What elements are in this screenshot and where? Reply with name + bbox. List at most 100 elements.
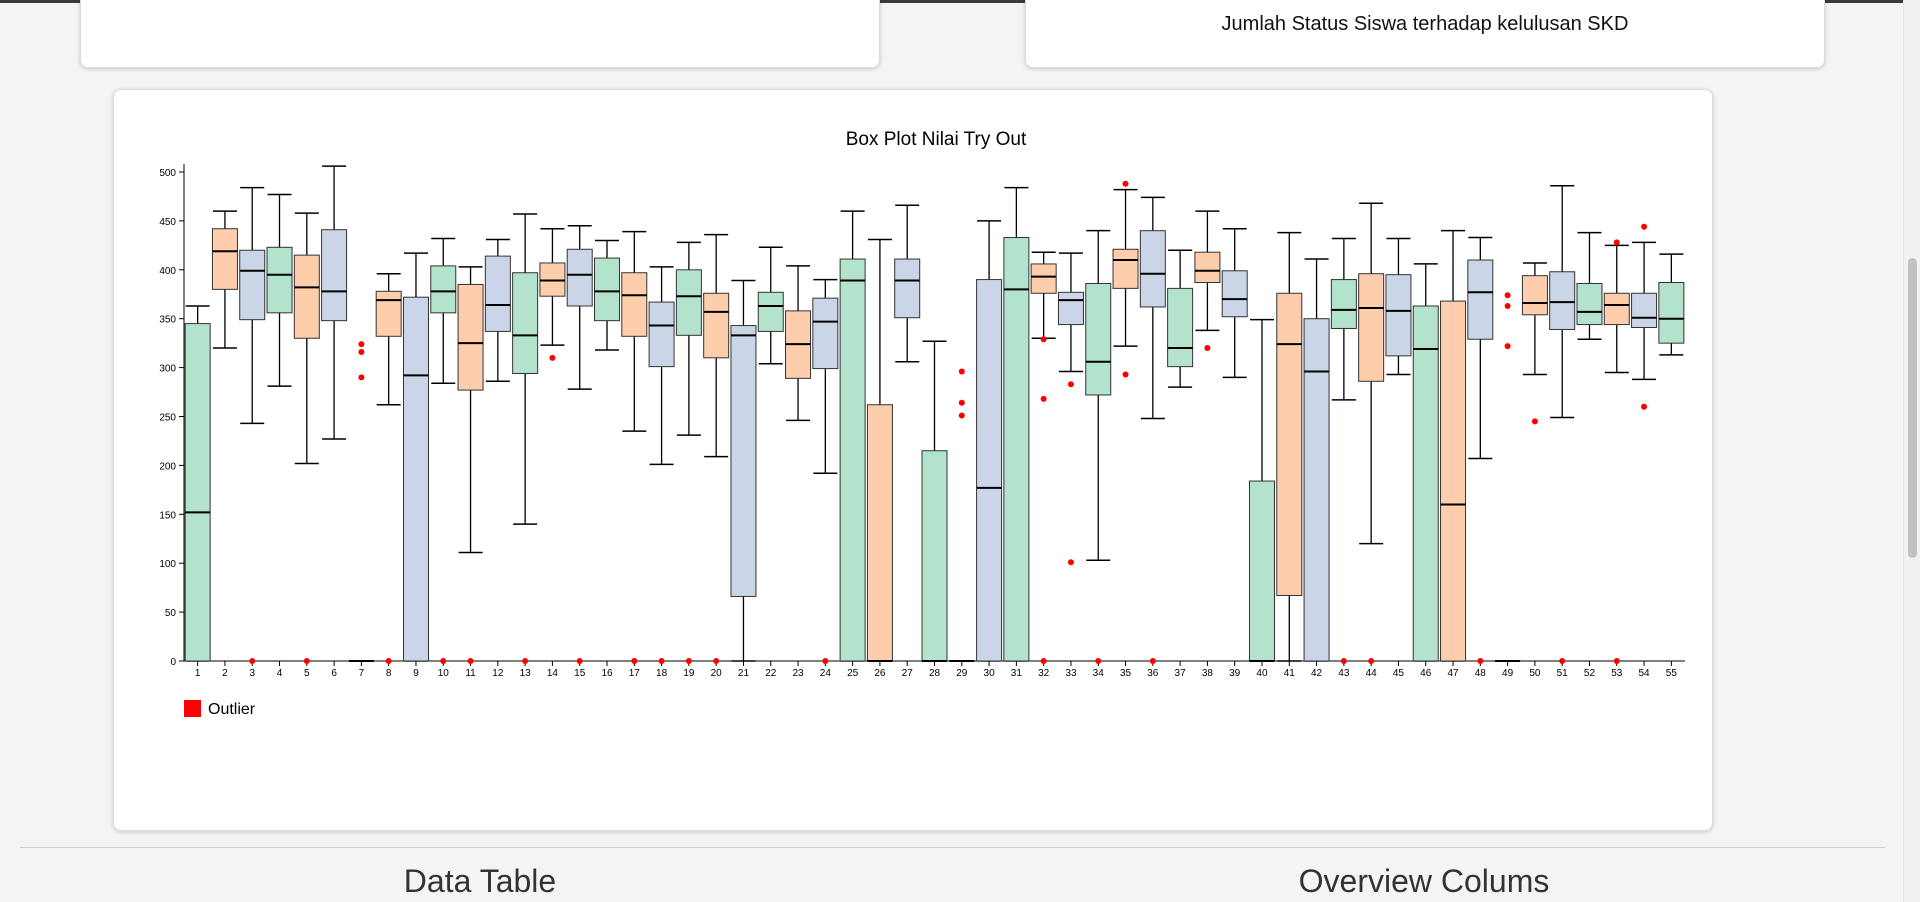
x-tick-label-20: 20 <box>711 668 723 679</box>
x-tick-label-43: 43 <box>1338 668 1350 679</box>
box-52 <box>1576 282 1603 326</box>
outlier-11-0 <box>467 658 474 664</box>
x-tick-label-2: 2 <box>222 668 228 679</box>
outlier-5-0 <box>303 658 310 664</box>
box-20 <box>703 292 730 359</box>
section-divider <box>20 847 1885 848</box>
scrollbar-thumb[interactable] <box>1908 258 1917 558</box>
x-tick-label-23: 23 <box>792 668 804 679</box>
y-tick-label-0: 0 <box>170 657 176 668</box>
x-tick-label-22: 22 <box>765 668 777 679</box>
status-chart-title: Jumlah Status Siswa terhadap kelulusan S… <box>1221 13 1629 35</box>
x-tick-label-30: 30 <box>984 668 996 679</box>
x-tick-label-34: 34 <box>1093 668 1105 679</box>
x-tick-label-51: 51 <box>1557 668 1569 679</box>
box-51 <box>1549 271 1576 330</box>
y-tick-label-500: 500 <box>159 168 176 179</box>
box-38 <box>1194 251 1221 284</box>
outlier-36-0 <box>1149 658 1156 664</box>
x-tick-label-6: 6 <box>331 668 337 679</box>
box-15 <box>566 248 593 307</box>
outlier-7-1 <box>358 348 365 355</box>
outlier-19-0 <box>685 658 692 664</box>
box-34 <box>1085 282 1112 396</box>
box-36 <box>1139 230 1166 308</box>
outlier-49-0 <box>1504 292 1511 299</box>
chart-title: Box Plot Nilai Try Out <box>846 129 1027 150</box>
box-30 <box>976 279 1003 662</box>
legend-outlier-swatch <box>184 700 201 717</box>
box-1 <box>184 323 211 662</box>
outlier-54-1 <box>1641 403 1648 410</box>
box-44 <box>1358 273 1385 382</box>
outlier-43-0 <box>1340 658 1347 664</box>
box-37 <box>1167 287 1194 368</box>
box-35 <box>1112 248 1139 289</box>
y-tick-label-150: 150 <box>159 510 176 521</box>
box-19 <box>675 269 702 336</box>
x-tick-label-37: 37 <box>1175 668 1187 679</box>
outlier-35-1 <box>1122 371 1129 378</box>
box-50 <box>1521 275 1548 316</box>
x-tick-label-28: 28 <box>929 668 941 679</box>
outlier-32-1 <box>1040 395 1047 402</box>
x-tick-label-49: 49 <box>1502 668 1514 679</box>
box-26 <box>866 404 893 662</box>
outlier-29-2 <box>958 412 965 419</box>
outlier-50-0 <box>1531 418 1538 425</box>
outlier-20-0 <box>713 658 720 664</box>
outlier-32-2 <box>1040 658 1047 664</box>
box-42 <box>1303 318 1330 662</box>
box-31 <box>1003 237 1030 662</box>
outlier-24-0 <box>822 658 829 664</box>
box-48 <box>1467 259 1494 340</box>
box-47 <box>1440 300 1467 662</box>
outlier-54-0 <box>1641 223 1648 230</box>
outlier-17-0 <box>631 658 638 664</box>
box-11 <box>457 283 484 391</box>
outlier-34-0 <box>1095 658 1102 664</box>
top-right-card: Jumlah Status Siswa terhadap kelulusan S… <box>1025 0 1825 68</box>
y-tick-label-200: 200 <box>159 461 176 472</box>
outlier-35-0 <box>1122 180 1129 187</box>
box-3 <box>239 249 266 321</box>
outlier-29-1 <box>958 399 965 406</box>
x-tick-label-1: 1 <box>195 668 201 679</box>
x-tick-label-55: 55 <box>1666 668 1678 679</box>
box-18 <box>648 301 675 368</box>
x-tick-label-9: 9 <box>413 668 419 679</box>
x-tick-label-21: 21 <box>738 668 750 679</box>
box-45 <box>1385 274 1412 357</box>
box-12 <box>484 255 511 332</box>
box-10 <box>430 265 457 314</box>
x-tick-label-40: 40 <box>1256 668 1268 679</box>
x-tick-label-44: 44 <box>1366 668 1378 679</box>
x-tick-label-26: 26 <box>874 668 886 679</box>
outlier-49-2 <box>1504 343 1511 350</box>
x-tick-label-48: 48 <box>1475 668 1487 679</box>
y-tick-label-400: 400 <box>159 266 176 277</box>
x-tick-label-15: 15 <box>574 668 586 679</box>
box-17 <box>621 272 648 337</box>
page-scrollbar[interactable] <box>1903 0 1920 902</box>
box-28 <box>921 450 948 662</box>
box-21 <box>730 325 757 597</box>
x-tick-label-8: 8 <box>386 668 392 679</box>
x-tick-label-11: 11 <box>465 668 476 679</box>
x-tick-label-35: 35 <box>1120 668 1132 679</box>
box-24 <box>812 297 839 370</box>
outlier-32-0 <box>1040 336 1047 343</box>
box-43 <box>1330 279 1357 329</box>
box-39 <box>1221 270 1248 318</box>
x-tick-label-24: 24 <box>820 668 832 679</box>
y-tick-label-50: 50 <box>165 608 177 619</box>
x-tick-label-41: 41 <box>1284 668 1296 679</box>
x-tick-label-18: 18 <box>656 668 668 679</box>
x-tick-label-3: 3 <box>249 668 255 679</box>
box-8 <box>375 290 402 337</box>
y-tick-label-350: 350 <box>159 315 176 326</box>
outlier-51-0 <box>1559 658 1566 664</box>
x-tick-label-10: 10 <box>438 668 450 679</box>
x-tick-label-16: 16 <box>601 668 613 679</box>
x-tick-label-54: 54 <box>1639 668 1651 679</box>
